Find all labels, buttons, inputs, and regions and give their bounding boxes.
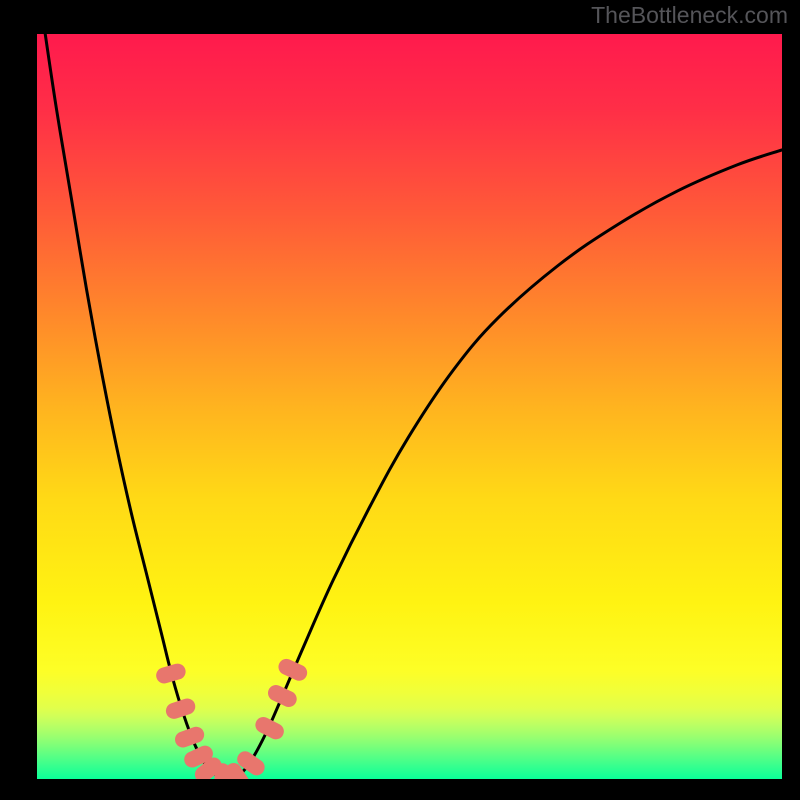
gradient-background <box>34 34 782 782</box>
plot-svg <box>34 34 782 782</box>
plot-area <box>34 34 782 782</box>
watermark-text: TheBottleneck.com <box>591 2 788 29</box>
chart-frame: TheBottleneck.com <box>0 0 800 800</box>
